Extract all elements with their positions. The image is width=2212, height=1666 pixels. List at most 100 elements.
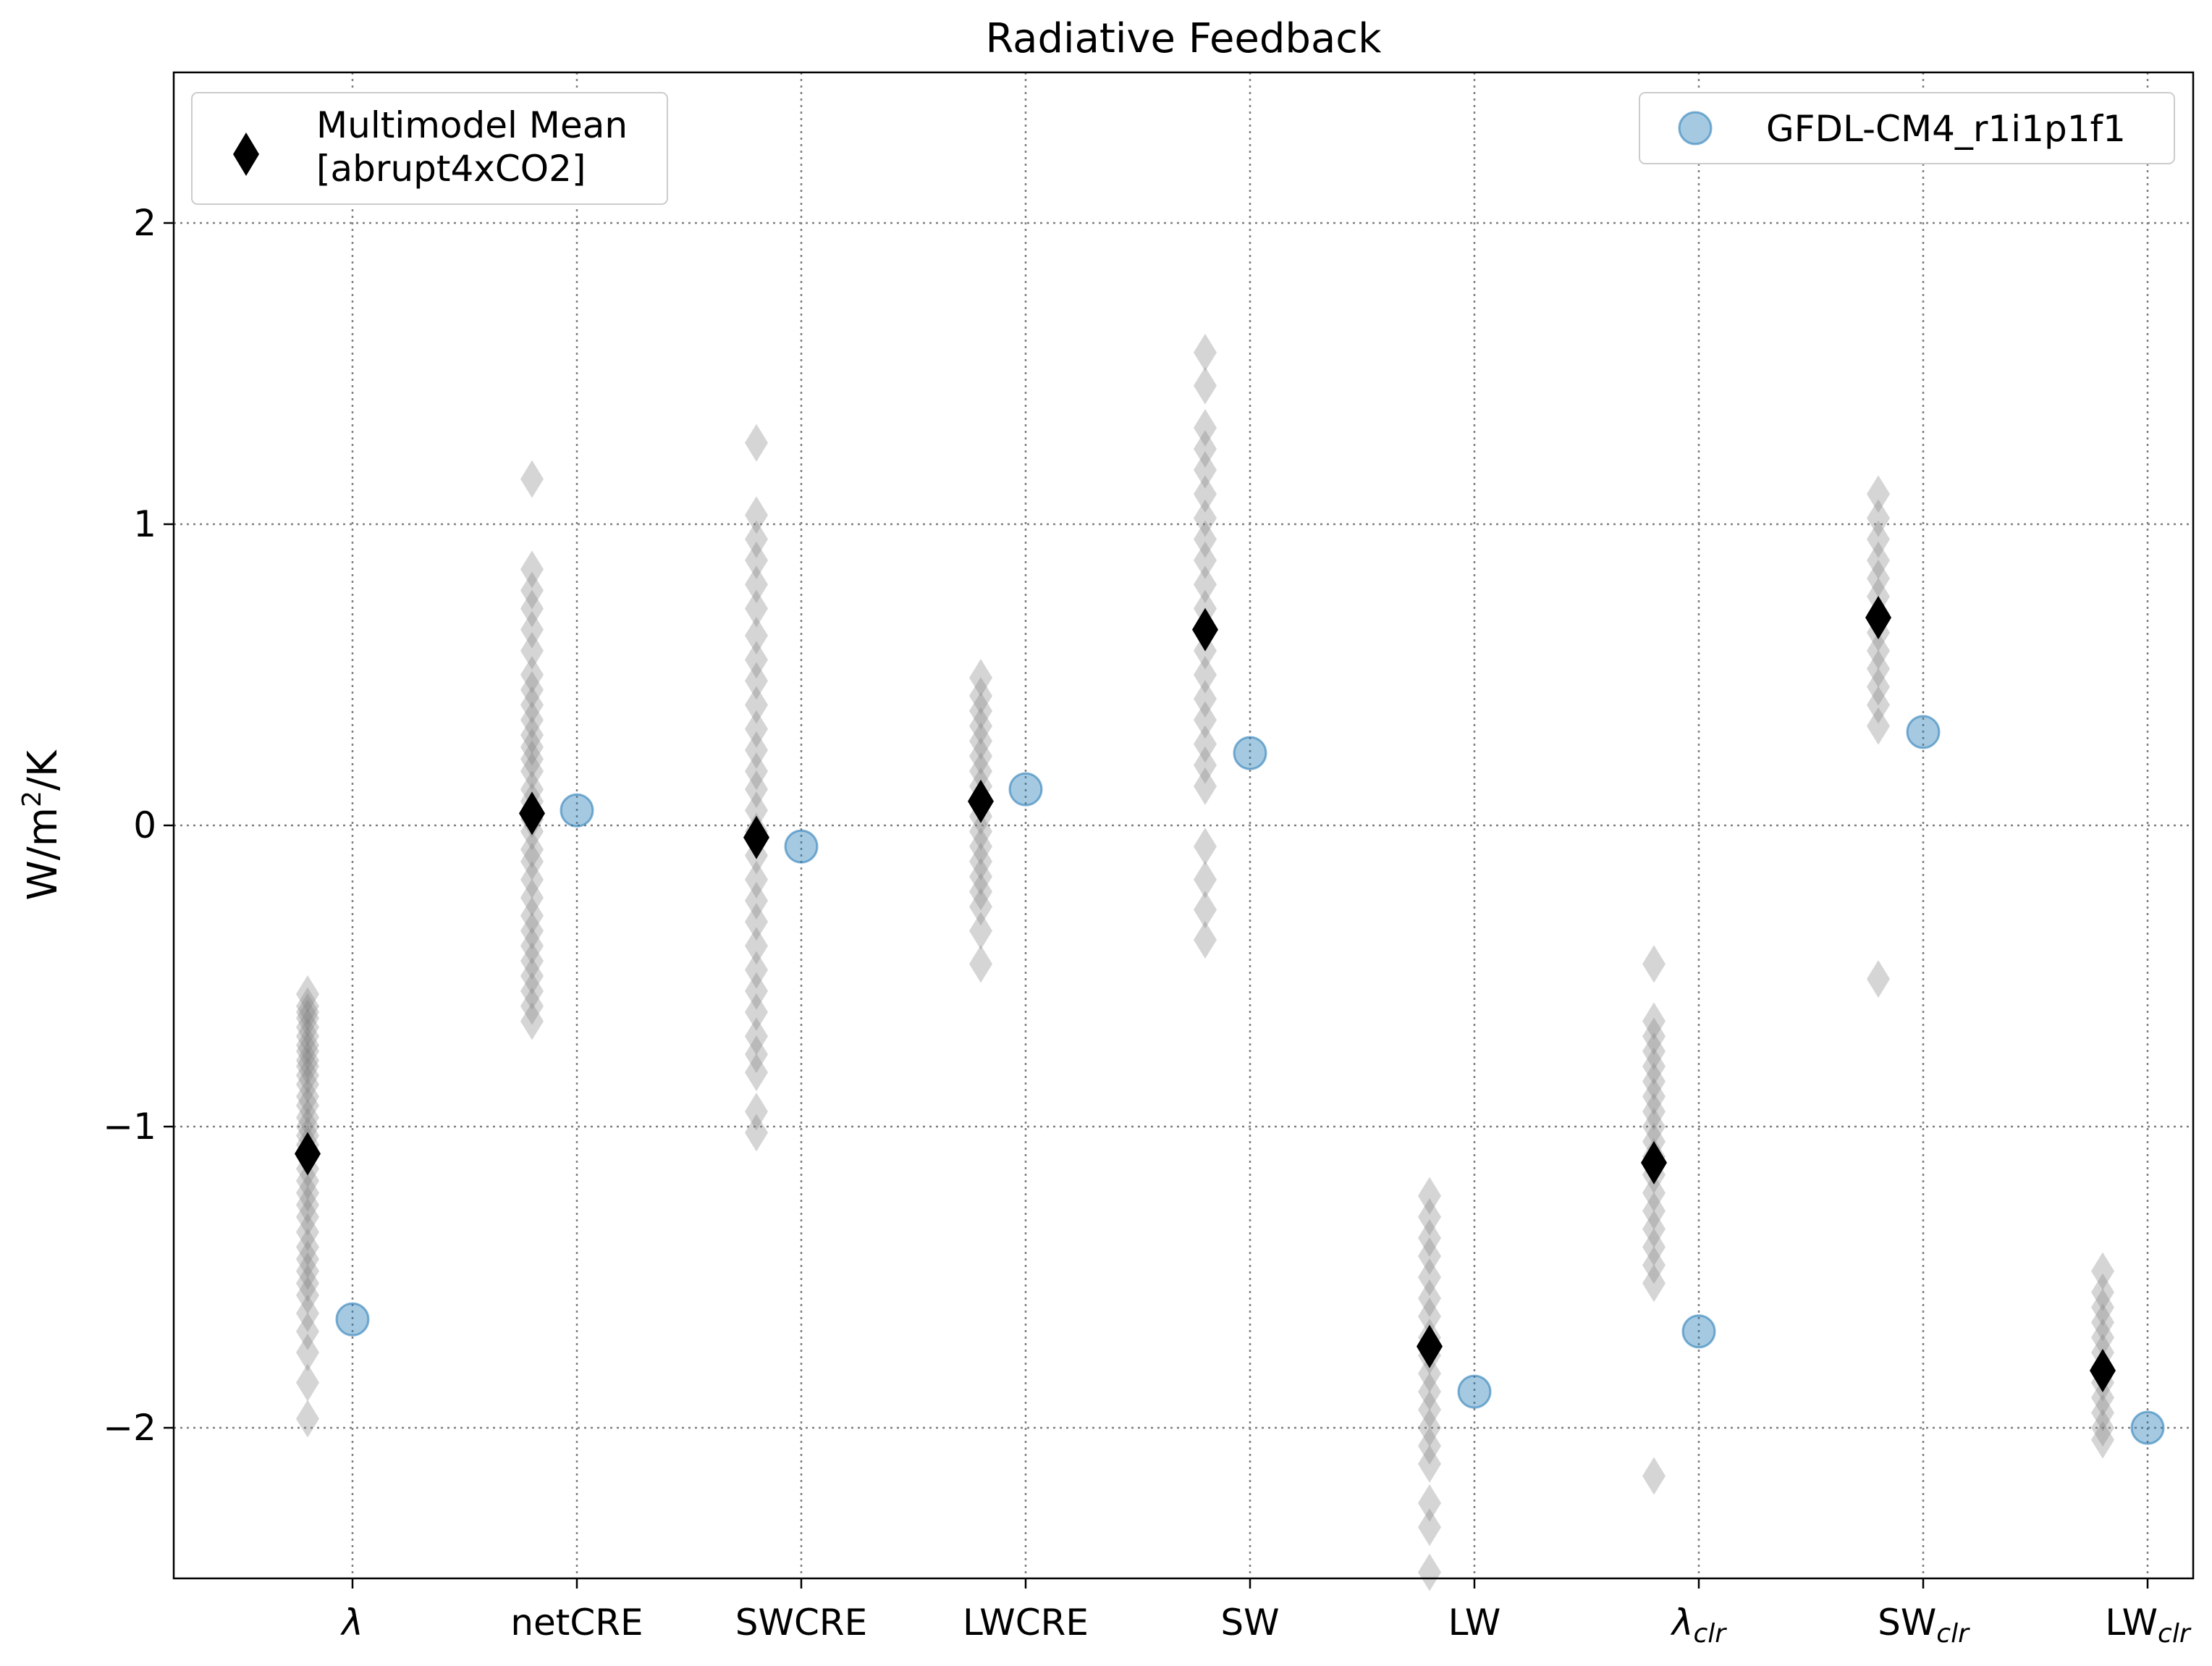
model-diamond [745, 1053, 768, 1092]
model-diamond [1194, 333, 1217, 371]
x-tick-label: SWclr [1878, 1602, 1970, 1649]
model-diamond [520, 631, 544, 670]
model-diamond [2091, 1252, 2114, 1290]
model-diamond [745, 641, 768, 679]
model-diamond [1418, 1355, 1441, 1393]
model-diamond [2091, 1421, 2114, 1459]
x-tick-label-main: SWCRE [735, 1602, 867, 1644]
model-diamond [1642, 1017, 1666, 1056]
model-diamond [520, 460, 544, 498]
x-tick-label: LWCRE [963, 1602, 1089, 1644]
mean-diamond [1417, 1324, 1443, 1368]
model-diamond [1642, 1002, 1666, 1040]
model-diamond [1194, 767, 1217, 805]
model-diamond [296, 1264, 319, 1303]
model-diamond [969, 737, 992, 775]
model-diamond [296, 1294, 319, 1332]
model-diamond [520, 1002, 544, 1040]
model-diamond [1194, 565, 1217, 604]
y-tick-label: 0 [133, 804, 156, 846]
model-diamond [1418, 1258, 1441, 1296]
model-diamond [745, 1017, 768, 1056]
model-diamond [2091, 1318, 2114, 1357]
model-diamond [1418, 1391, 1441, 1429]
gfdl-circle [335, 1302, 370, 1337]
model-diamond [1194, 451, 1217, 489]
mean-diamond [2090, 1348, 2116, 1392]
gfdl-circle [1457, 1374, 1492, 1409]
model-diamond [520, 686, 544, 724]
mean-diamond [519, 791, 545, 836]
model-diamond [520, 927, 544, 965]
legend-circle-marker [1678, 111, 1713, 146]
model-diamond [1418, 1553, 1441, 1591]
grid-lines [174, 72, 2193, 1578]
y-axis-label-main: W/m [20, 807, 67, 901]
x-tick-label: netCRE [510, 1602, 643, 1644]
chart-title: Radiative Feedback [985, 15, 1382, 62]
model-diamond [296, 1056, 319, 1095]
model-diamond [1867, 668, 1890, 706]
model-diamond [1867, 631, 1890, 670]
x-tick-label-main: netCRE [510, 1602, 643, 1644]
gfdl-circle [1233, 736, 1267, 770]
model-diamond [1194, 725, 1217, 763]
model-diamond [2091, 1273, 2114, 1311]
model-diamond [969, 828, 992, 866]
model-diamond [745, 541, 768, 579]
model-diamond [745, 951, 768, 989]
model-diamond [1867, 520, 1890, 558]
model-diamond [969, 945, 992, 983]
x-tick-label-main: SW [1878, 1602, 1936, 1644]
model-diamond [296, 1198, 319, 1236]
model-diamond [296, 1228, 319, 1266]
model-diamond [1867, 475, 1890, 513]
model-diamond [520, 830, 544, 869]
model-diamond [296, 1032, 319, 1070]
model-diamond [296, 1213, 319, 1251]
model-diamond [1418, 1508, 1441, 1547]
x-tick-label-main: λ [339, 1602, 363, 1644]
model-diamond [745, 731, 768, 769]
model-diamond [745, 520, 768, 558]
model-diamond [745, 424, 768, 462]
model-diamond [1418, 1177, 1441, 1215]
model-diamond [1194, 746, 1217, 784]
model-diamond [745, 770, 768, 809]
model-diamond [296, 1077, 319, 1116]
model-diamond [296, 1334, 319, 1371]
model-diamond [1642, 1192, 1666, 1230]
model-diamond [1418, 1219, 1441, 1257]
model-diamond [1867, 686, 1890, 724]
y-tick-label: 2 [133, 202, 156, 244]
model-diamond [745, 1114, 768, 1152]
model-diamond [296, 1041, 319, 1080]
model-diamond [520, 770, 544, 809]
model-diamond [1642, 1062, 1666, 1101]
model-diamond [520, 716, 544, 754]
gfdl-circle [784, 829, 819, 864]
model-diamond [1642, 1032, 1666, 1070]
model-diamond [1194, 921, 1217, 959]
model-diamond [520, 728, 544, 766]
model-diamond [1642, 945, 1666, 983]
x-tick-label-main: LWCRE [963, 1602, 1089, 1644]
model-diamond [1867, 707, 1890, 745]
model-diamond [1194, 499, 1217, 537]
model-diamond [520, 957, 544, 995]
gfdl-circle [1008, 772, 1043, 807]
x-tick-label-main: LW [1448, 1602, 1501, 1644]
model-diamond [969, 677, 992, 715]
mean-diamond [295, 1132, 321, 1176]
legend-right-label: GFDL-CM4_r1i1p1f1 [1766, 108, 2126, 150]
model-diamond [745, 686, 768, 724]
model-diamond [1418, 1198, 1441, 1236]
model-diamond [1418, 1237, 1441, 1275]
model-diamond [745, 903, 768, 941]
model-diamond [520, 571, 544, 610]
legend-gfdl: GFDL-CM4_r1i1p1f1 [1639, 92, 2175, 164]
model-diamond [296, 993, 319, 1031]
model-diamond [520, 701, 544, 739]
model-diamond [2091, 1288, 2114, 1326]
